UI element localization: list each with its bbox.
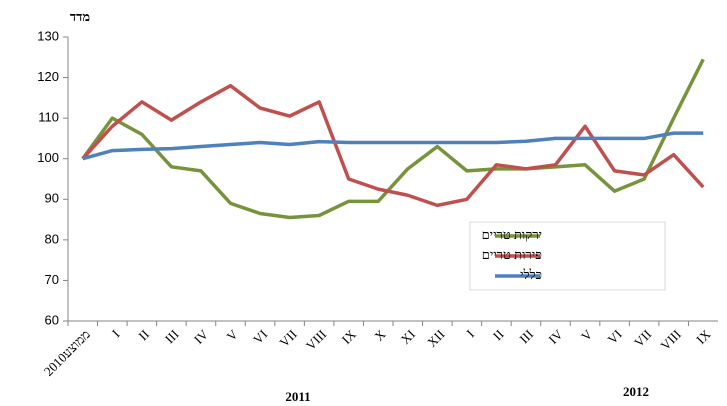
series-line	[81, 83, 705, 208]
x-tick-label: IV	[545, 326, 566, 347]
x-tick-label: VI	[250, 327, 270, 347]
y-tick-label: 80	[45, 231, 59, 246]
x-tick-label: XI	[398, 327, 418, 347]
x-tick-label: V	[223, 326, 241, 344]
x-tick-label: I	[109, 327, 123, 341]
x-tick-label: III	[162, 327, 182, 347]
year-label: 2011	[285, 389, 310, 404]
x-tick-label: VII	[276, 327, 299, 350]
x-tick-label: XII	[424, 327, 447, 350]
x-tick-label: VIII	[657, 327, 683, 353]
y-tick-label: 90	[45, 191, 59, 206]
legend-label: פירות טריים	[482, 247, 542, 262]
y-tick-label: 100	[37, 150, 59, 165]
y-tick-label: 70	[45, 272, 59, 287]
x-tick-label: IX	[693, 326, 714, 347]
x-tick-label: VIII	[303, 327, 329, 353]
x-tick-label: I	[463, 327, 477, 341]
x-tick-label: V	[578, 326, 596, 344]
x-tick-label: VII	[631, 327, 654, 350]
x-tick-label: II	[490, 327, 507, 344]
y-tick-label: 120	[37, 69, 59, 84]
year-label: 2012	[623, 384, 649, 399]
x-tick-label: IV	[191, 326, 212, 347]
y-axis-label: מדד	[70, 9, 91, 24]
legend-label: כללי	[520, 267, 542, 282]
y-tick-label: 60	[45, 312, 59, 327]
legend-label: ירקות טריים	[482, 227, 542, 242]
legend: ירקות טריים פירות טריים כללי	[469, 221, 666, 291]
y-tick-label: 110	[38, 110, 59, 125]
y-tick-label: 130	[37, 28, 59, 43]
x-tick-label: IX	[339, 326, 360, 347]
series-line	[81, 58, 705, 220]
x-tick-label: III	[516, 327, 536, 347]
x-tick-label: ממוצע2010	[41, 326, 93, 378]
x-tick-label: X	[371, 326, 389, 344]
x-tick-label: VI	[605, 327, 625, 347]
x-tick-label: II	[135, 327, 152, 344]
series-line	[82, 131, 704, 161]
